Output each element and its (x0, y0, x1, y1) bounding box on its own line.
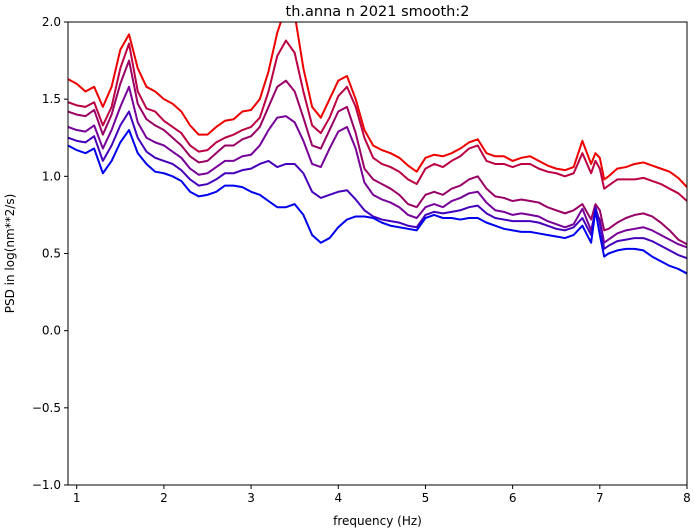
y-axis-title: PSD in log(nm**2/s) (3, 194, 17, 314)
series-line-6 (68, 129, 687, 275)
x-tick-label: 8 (683, 491, 691, 505)
series-line-2 (68, 39, 687, 202)
x-tick-label: 5 (422, 491, 430, 505)
chart-title: th.anna n 2021 smooth:2 (286, 4, 470, 20)
x-tick-label: 1 (73, 491, 81, 505)
x-tick-label: 3 (247, 491, 255, 505)
plot-frame (67, 21, 688, 486)
series-layer (68, 22, 687, 275)
y-tick-label: 0.5 (42, 247, 61, 261)
y-tick-label: −1.0 (32, 478, 61, 492)
x-tick-label: 4 (334, 491, 342, 505)
y-tick-label: −0.5 (32, 401, 61, 415)
x-axis: 1 2 3 4 5 6 7 8 (73, 485, 691, 505)
x-axis-title: frequency (Hz) (333, 514, 422, 528)
series-line-1 (68, 22, 687, 188)
x-tick-label: 2 (160, 491, 168, 505)
y-tick-label: 2.0 (42, 15, 61, 29)
y-tick-label: 1.5 (42, 92, 61, 106)
y-tick-label: 0.0 (42, 324, 61, 338)
y-tick-label: 1.0 (42, 169, 61, 183)
y-axis: −1.0 −0.5 0.0 0.5 1.0 1.5 2.0 (32, 15, 68, 492)
x-tick-label: 7 (596, 491, 604, 505)
x-tick-label: 6 (509, 491, 517, 505)
series-line-5 (68, 110, 687, 260)
